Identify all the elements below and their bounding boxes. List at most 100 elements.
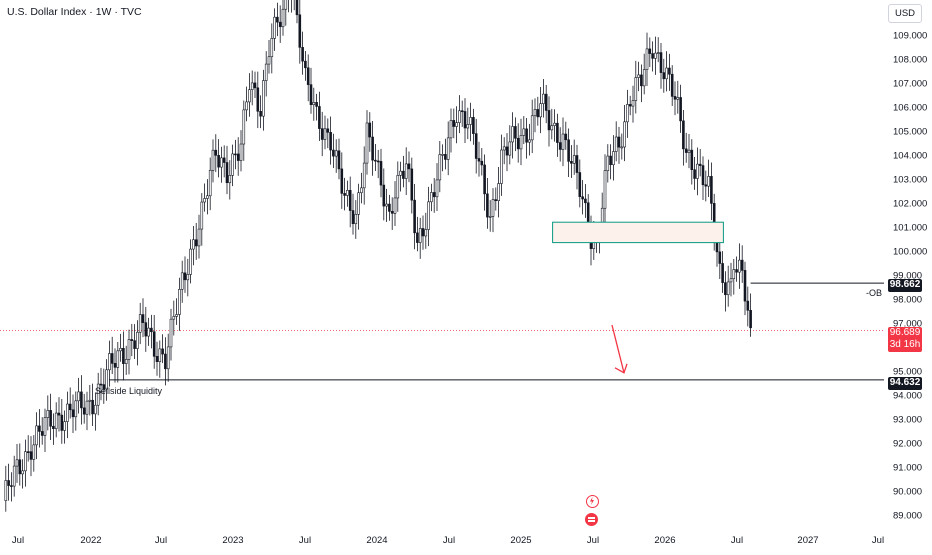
economic-event-icon[interactable]	[585, 513, 598, 526]
last-price-badge: 96.689 3d 16h	[888, 327, 922, 352]
candle-up	[15, 459, 19, 467]
candle-down	[536, 109, 540, 118]
candle-down	[259, 110, 262, 117]
candle-down	[743, 270, 747, 302]
order-block-box[interactable]	[552, 221, 724, 244]
candle-up	[270, 38, 274, 58]
candle-up	[696, 163, 699, 179]
candle-up	[393, 197, 397, 214]
candle-down	[609, 155, 612, 166]
y-tick-label: 101.000	[893, 223, 927, 234]
candle-down	[113, 363, 117, 368]
candle-up	[136, 331, 139, 349]
liquidity-price-badge: 94.632	[888, 377, 922, 390]
candle-up	[631, 100, 635, 107]
projection-arrow-shaft[interactable]	[611, 324, 625, 373]
candle-down	[38, 425, 41, 432]
candle-down	[29, 451, 33, 460]
candle-up	[634, 77, 638, 101]
candle-up	[533, 109, 537, 117]
candle-up	[108, 353, 111, 371]
candle-up	[248, 89, 251, 103]
candle-up	[404, 163, 408, 179]
candle-down	[214, 149, 218, 156]
candle-up	[172, 316, 176, 320]
candle-down	[444, 154, 447, 160]
candle-down	[581, 196, 584, 200]
candle-down	[651, 53, 654, 59]
chart-title: U.S. Dollar Index · 1W · TVC	[7, 6, 142, 18]
candle-up	[74, 400, 78, 418]
candle-up	[200, 201, 204, 230]
y-tick-label: 105.000	[893, 127, 927, 138]
candle-up	[612, 151, 615, 166]
candle-down	[26, 451, 30, 453]
candle-up	[21, 470, 24, 475]
candle-down	[10, 485, 13, 487]
candle-up	[178, 289, 181, 315]
y-tick-label: 100.000	[893, 247, 927, 258]
candle-up	[603, 170, 607, 209]
y-tick-label: 104.000	[893, 151, 927, 162]
candle-down	[556, 122, 559, 143]
candle-up	[466, 124, 470, 129]
candle-down	[721, 263, 724, 283]
candle-up	[85, 400, 89, 415]
y-tick-label: 98.000	[893, 295, 922, 306]
candle-up	[550, 125, 554, 131]
candle-up	[24, 451, 27, 472]
candle-down	[659, 52, 663, 73]
candle-down	[99, 383, 103, 386]
candle-down	[68, 403, 72, 411]
y-tick-label: 103.000	[893, 175, 927, 186]
candle-down	[301, 47, 304, 62]
candle-down	[304, 60, 307, 69]
candle-down	[298, 14, 302, 48]
candle-down	[340, 168, 344, 194]
x-tick-label: Jul	[299, 535, 311, 546]
candle-up	[738, 259, 741, 273]
candle-down	[684, 148, 688, 153]
candle-down	[144, 322, 148, 337]
candle-up	[346, 190, 349, 196]
y-tick-label: 107.000	[893, 79, 927, 90]
candle-down	[253, 82, 257, 89]
candle-down	[407, 163, 411, 170]
candle-up	[665, 67, 668, 80]
candle-up	[250, 82, 254, 91]
candle-up	[35, 425, 38, 446]
candle-up	[620, 146, 624, 149]
lightning-icon	[590, 497, 594, 505]
candle-down	[460, 110, 464, 113]
candle-up	[399, 170, 402, 176]
candle-up	[488, 216, 492, 218]
candle-down	[690, 149, 694, 170]
candle-down	[724, 282, 727, 296]
candle-down	[343, 193, 346, 196]
candle-down	[673, 96, 677, 100]
ob-label: -OB	[866, 288, 883, 298]
candle-up	[264, 63, 268, 81]
candle-up	[116, 350, 120, 368]
candle-up	[530, 115, 534, 141]
candle-up	[362, 162, 366, 189]
candle-up	[281, 8, 285, 28]
candle-up	[539, 103, 542, 118]
candle-up	[242, 109, 246, 145]
y-tick-label: 108.000	[893, 55, 927, 66]
candle-down	[570, 161, 573, 164]
candle-up	[542, 93, 545, 104]
candle-down	[49, 410, 52, 427]
candle-down	[183, 272, 187, 281]
last-price-value: 96.689	[889, 327, 921, 338]
candle-up	[469, 117, 472, 125]
candle-down	[628, 104, 632, 107]
flash-event-icon[interactable]	[586, 495, 599, 508]
candle-down	[320, 128, 324, 140]
currency-selector[interactable]: USD	[888, 4, 922, 23]
candle-down	[480, 160, 484, 166]
candle-down	[668, 67, 671, 75]
candle-down	[225, 162, 229, 184]
